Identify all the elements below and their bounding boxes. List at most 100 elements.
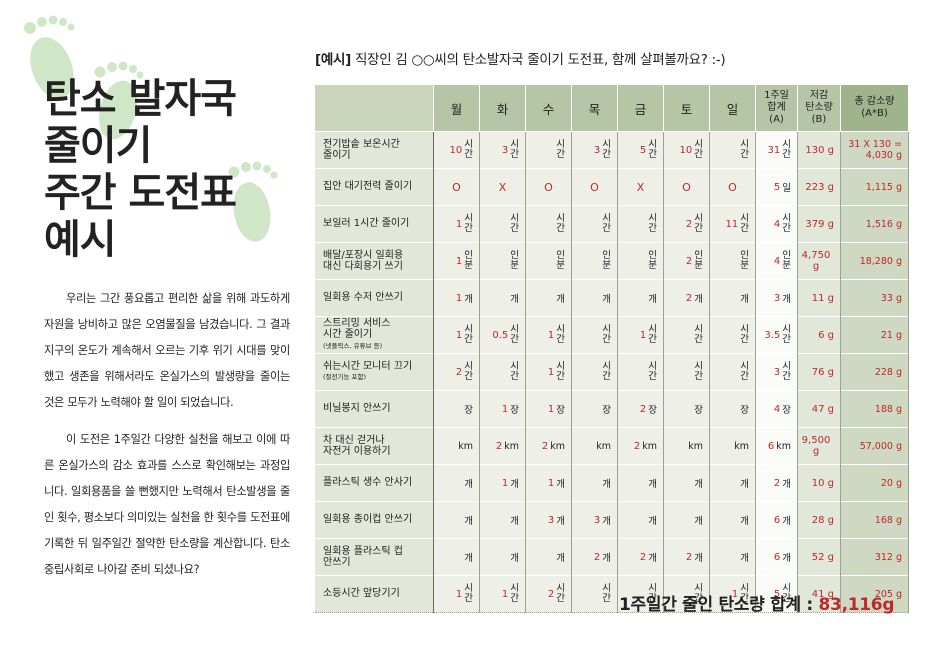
day-cell[interactable]: 개 (663, 501, 710, 539)
day-cell[interactable]: 장 (663, 390, 710, 428)
day-cell[interactable]: 개 (433, 538, 480, 576)
day-cell[interactable]: 개 (571, 464, 618, 502)
day-cell[interactable]: 개 (617, 279, 664, 317)
day-cell[interactable]: 장 (709, 390, 756, 428)
day-cell[interactable]: O (525, 168, 572, 206)
day-cell[interactable]: 장 (433, 390, 480, 428)
day-cell[interactable]: O (571, 168, 618, 206)
day-cell[interactable]: O (709, 168, 756, 206)
day-cell[interactable]: O (663, 168, 710, 206)
day-cell[interactable]: 개 (709, 501, 756, 539)
day-cell[interactable]: 개 (479, 279, 526, 317)
day-cell[interactable]: O (433, 168, 480, 206)
unit-char: 간 (694, 334, 703, 345)
day-cell[interactable]: km (433, 427, 480, 465)
day-cell[interactable]: 장 (571, 390, 618, 428)
day-cell[interactable]: 개 (709, 538, 756, 576)
day-cell[interactable]: 개 (709, 464, 756, 502)
day-cell[interactable]: 11 시 간 (709, 205, 756, 243)
day-cell[interactable]: 개 (433, 501, 480, 539)
unit-label: 개 (740, 516, 749, 527)
day-cell[interactable]: 개 (525, 279, 572, 317)
day-cell[interactable]: 개 (571, 279, 618, 317)
day-cell[interactable]: X (617, 168, 664, 206)
reduction-value: 10 g (811, 477, 834, 489)
day-cell[interactable]: 10 시 간 (433, 131, 480, 169)
day-cell[interactable]: 개 (617, 501, 664, 539)
day-cell[interactable]: 개 (617, 464, 664, 502)
day-cell[interactable]: km (709, 427, 756, 465)
day-count: 1 (455, 255, 463, 267)
unit-label: 개 (648, 294, 657, 305)
day-cell[interactable]: 2 km (525, 427, 572, 465)
day-cell[interactable]: 0.5 시 간 (479, 316, 526, 354)
day-cell[interactable]: km (571, 427, 618, 465)
day-cell[interactable]: 개 (479, 538, 526, 576)
day-cell[interactable]: 개 (433, 464, 480, 502)
day-cell[interactable]: 개 (479, 501, 526, 539)
day-cell[interactable]: 2 km (479, 427, 526, 465)
day-cell[interactable]: 10 시 간 (663, 131, 710, 169)
day-cell[interactable]: 개 (525, 538, 572, 576)
day-count: 1 (547, 477, 555, 489)
day-cell[interactable]: km (663, 427, 710, 465)
day-cell[interactable]: 개 (663, 464, 710, 502)
day-cell[interactable]: 개 (709, 279, 756, 317)
unit-char: 시 (510, 213, 519, 224)
day-cell[interactable]: X (479, 168, 526, 206)
task-note: (절전기능 포함) (323, 373, 367, 381)
day-cell[interactable]: 2 km (617, 427, 664, 465)
unit-char: 시 (556, 583, 565, 594)
